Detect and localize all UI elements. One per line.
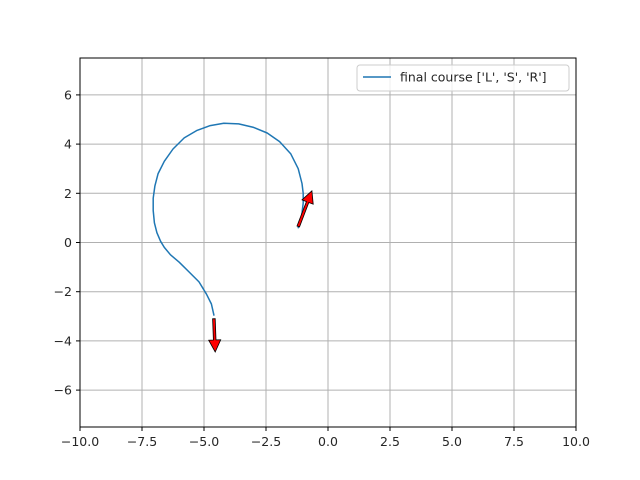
series-line [152,122,304,316]
y-tick-label: −6 [54,383,72,398]
pose-arrow [208,318,222,353]
tick-layer: −10.0 −7.5 −5.0 −2.5 0.0 2.5 5.0 7.5 10.0 −6 −4 −2 0… [54,87,590,449]
x-tick-label: 5.0 [442,434,462,449]
y-tick-label: −2 [54,284,72,299]
x-tick-label: −10.0 [61,434,99,449]
arrow-layer [208,189,314,353]
y-tick-label: 2 [64,186,72,201]
x-tick-label: 10.0 [562,434,590,449]
y-tick-label: 6 [64,87,72,102]
pose-arrow [296,189,314,228]
y-tick-label: −4 [54,333,72,348]
x-tick-label: −2.5 [251,434,281,449]
x-tick-label: 0.0 [318,434,338,449]
legend: final course ['L', 'S', 'R'] [356,64,570,92]
x-tick-label: 2.5 [380,434,400,449]
y-tick-label: 4 [64,137,72,152]
x-tick-label: −7.5 [127,434,157,449]
grid-layer [79,58,577,427]
series-layer [152,122,304,316]
y-tick-label: 0 [64,235,72,250]
x-tick-label: −5.0 [189,434,219,449]
legend-box [356,64,570,92]
legend-label: final course ['L', 'S', 'R'] [400,70,547,85]
x-tick-label: 7.5 [504,434,524,449]
